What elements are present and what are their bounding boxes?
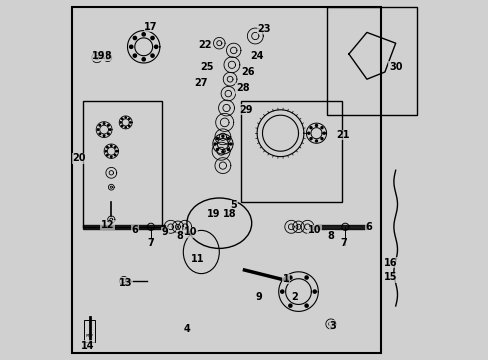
Text: 7: 7 (147, 238, 154, 248)
Circle shape (106, 154, 108, 156)
Text: RTV: RTV (85, 334, 93, 338)
Circle shape (227, 148, 229, 150)
Circle shape (133, 54, 136, 57)
Text: 13: 13 (119, 278, 132, 288)
Circle shape (110, 156, 112, 157)
Circle shape (305, 276, 307, 279)
Circle shape (229, 143, 231, 145)
Circle shape (103, 135, 105, 136)
FancyArrow shape (316, 225, 366, 229)
Circle shape (128, 118, 130, 120)
Circle shape (97, 129, 99, 130)
Circle shape (107, 125, 109, 126)
Text: 6: 6 (131, 225, 138, 235)
Circle shape (222, 151, 224, 153)
Circle shape (103, 123, 105, 124)
Circle shape (222, 135, 224, 137)
Text: 23: 23 (257, 24, 270, 34)
Text: 2: 2 (291, 292, 298, 302)
Text: 29: 29 (239, 105, 252, 115)
Text: 9: 9 (255, 292, 262, 302)
Circle shape (109, 129, 111, 130)
Circle shape (116, 150, 117, 152)
Text: 22: 22 (198, 40, 211, 50)
Text: 19: 19 (207, 209, 220, 219)
Circle shape (105, 150, 106, 152)
Text: 18: 18 (99, 51, 112, 61)
Text: 14: 14 (81, 341, 95, 351)
Text: 16: 16 (383, 258, 396, 268)
Circle shape (309, 127, 311, 129)
Text: 10: 10 (183, 227, 197, 237)
Text: 8: 8 (176, 231, 183, 241)
Circle shape (110, 145, 112, 147)
Circle shape (128, 125, 130, 127)
Text: 5: 5 (230, 200, 237, 210)
Circle shape (305, 304, 307, 307)
Bar (82, 101, 162, 227)
Circle shape (151, 36, 154, 40)
Circle shape (142, 33, 145, 36)
Circle shape (133, 36, 136, 40)
Circle shape (114, 147, 116, 148)
Circle shape (142, 58, 145, 61)
Circle shape (129, 45, 133, 49)
Bar (326, 7, 416, 115)
Text: 20: 20 (72, 153, 85, 163)
Circle shape (106, 147, 108, 148)
Text: 3: 3 (328, 321, 335, 331)
Circle shape (280, 290, 283, 293)
Text: 25: 25 (200, 62, 213, 72)
Circle shape (216, 148, 218, 150)
Circle shape (288, 276, 291, 279)
Circle shape (151, 54, 154, 57)
Bar (84, 320, 95, 342)
Text: 28: 28 (235, 83, 249, 93)
Text: 27: 27 (194, 78, 207, 88)
Circle shape (227, 138, 229, 140)
Circle shape (120, 122, 121, 123)
Text: 19: 19 (92, 51, 105, 61)
Text: 6: 6 (365, 222, 371, 232)
Text: 9: 9 (162, 227, 168, 237)
Bar (241, 101, 341, 202)
Circle shape (315, 125, 317, 126)
Circle shape (154, 45, 158, 49)
Circle shape (309, 138, 311, 140)
Text: 26: 26 (241, 67, 254, 77)
Circle shape (114, 154, 116, 156)
Circle shape (99, 133, 101, 135)
Circle shape (125, 117, 126, 118)
Circle shape (107, 133, 109, 135)
Circle shape (320, 138, 323, 140)
Text: 10: 10 (307, 225, 321, 235)
Circle shape (216, 138, 218, 140)
Text: 21: 21 (336, 130, 349, 140)
Text: 7: 7 (340, 238, 346, 248)
Circle shape (315, 140, 317, 142)
Circle shape (312, 290, 316, 293)
Text: 15: 15 (383, 272, 396, 282)
Circle shape (130, 122, 131, 123)
Text: 4: 4 (183, 324, 190, 334)
Circle shape (323, 132, 325, 134)
Circle shape (125, 127, 126, 128)
Text: 12: 12 (101, 220, 114, 230)
Circle shape (320, 127, 323, 129)
Text: 11: 11 (190, 254, 204, 264)
Text: 8: 8 (327, 231, 334, 241)
Bar (72, 7, 381, 353)
Circle shape (288, 304, 291, 307)
Text: 18: 18 (223, 209, 236, 219)
FancyArrow shape (82, 225, 165, 229)
Text: 24: 24 (250, 51, 264, 61)
Circle shape (214, 143, 216, 145)
Text: 30: 30 (388, 62, 402, 72)
Text: 1: 1 (282, 274, 289, 284)
Circle shape (307, 132, 309, 134)
Circle shape (99, 125, 101, 126)
Text: 17: 17 (144, 22, 157, 32)
